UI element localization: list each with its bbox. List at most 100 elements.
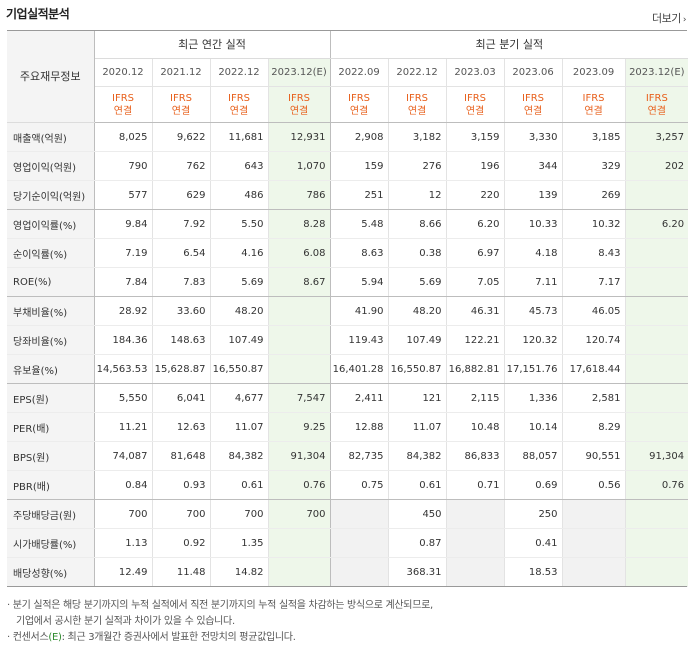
row-label: 영업이익률(%) (7, 209, 95, 239)
row-label: 순이익률(%) (7, 238, 95, 268)
table-cell: 577 (94, 180, 152, 210)
row-label: 매출액(억원) (7, 122, 95, 152)
basis-label: 연결 (647, 105, 667, 117)
table-cell: 9.84 (94, 209, 152, 239)
table-cell (330, 528, 389, 558)
ifrs-basis-header: IFRS 연결 (209, 86, 268, 123)
table-cell: 8.63 (330, 238, 389, 268)
table-cell: 0.61 (209, 470, 268, 500)
table-cell: 3,330 (503, 122, 563, 152)
table-cell: 1.35 (209, 528, 268, 558)
row-label: 주당배당금(원) (7, 499, 95, 529)
table-cell: 11.07 (209, 412, 268, 442)
table-cell (624, 499, 689, 529)
table-row: 당기순이익(억원) 577 629 486 786 251 12 220 139 269 (7, 180, 689, 210)
ifrs-label: IFRS (348, 92, 371, 104)
row-label: PER(배) (7, 412, 95, 442)
table-row: 시가배당률(%) 1.13 0.92 1.35 0.87 0.41 (7, 528, 689, 558)
table-cell: 6.08 (267, 238, 331, 268)
row-label: PBR(배) (7, 470, 95, 500)
table-cell: 3,185 (561, 122, 626, 152)
table-cell (624, 238, 689, 268)
table-cell (624, 383, 689, 413)
table-cell: 276 (387, 151, 447, 181)
table-cell: 33.60 (151, 296, 210, 326)
table-cell: 269 (561, 180, 626, 210)
table-row: 배당성향(%) 12.49 11.48 14.82 368.31 18.53 (7, 557, 689, 587)
basis-label: 연결 (584, 105, 603, 117)
table-cell: 8,025 (94, 122, 152, 152)
table-cell (330, 557, 389, 587)
table-cell: 159 (330, 151, 389, 181)
annual-group-header: 최근 연간 실적 (94, 30, 331, 59)
table-cell (445, 528, 505, 558)
table-cell: 4.16 (209, 238, 268, 268)
table-cell: 762 (151, 151, 210, 181)
footnote-3-text: : 최근 3개월간 증권사에서 발표한 전망치의 평균값입니다. (61, 632, 296, 643)
row-label: 배당성향(%) (7, 557, 95, 587)
table-row: 당좌비율(%) 184.36 148.63 107.49 119.43 107.49 122… (7, 325, 689, 355)
table-cell: 7.92 (151, 209, 210, 239)
table-cell: 5.94 (330, 267, 389, 297)
table-cell: 8.28 (267, 209, 331, 239)
table-cell: 16,401.28 (330, 354, 389, 384)
table-cell: 119.43 (330, 325, 389, 355)
basis-label: 연결 (465, 105, 485, 117)
table-cell: 3,159 (445, 122, 505, 152)
ifrs-basis-header: IFRS 연결 (561, 86, 626, 123)
ifrs-label: IFRS (645, 92, 668, 104)
row-label: EPS(원) (7, 383, 95, 413)
period-header: 2023.06 (503, 58, 563, 87)
more-label: 더보기 (652, 12, 681, 25)
table-cell: 184.36 (94, 325, 152, 355)
period-header: 2023.12(E) (267, 58, 331, 87)
table-cell: 220 (445, 180, 505, 210)
table-cell: 74,087 (94, 441, 152, 471)
table-cell: 121 (387, 383, 447, 413)
row-label: BPS(원) (7, 441, 95, 471)
table-cell: 6.97 (445, 238, 505, 268)
table-row: 주당배당금(원) 700 700 700 700 450 250 (7, 499, 689, 529)
table-cell: 16,882.81 (445, 354, 505, 384)
table-cell: 344 (503, 151, 563, 181)
table-cell: 10.14 (503, 412, 563, 442)
ifrs-basis-header: IFRS 연결 (387, 86, 447, 123)
table-row: 매출액(억원) 8,025 9,622 11,681 12,931 2,908 3,182 3… (7, 122, 689, 152)
table-cell: 12.49 (94, 557, 152, 587)
table-cell: 643 (209, 151, 268, 181)
period-header: 2023.12(E) (624, 58, 689, 87)
period-header: 2022.12 (209, 58, 268, 87)
table-row: BPS(원) 74,087 81,648 84,382 91,304 82,735 84,3… (7, 441, 689, 471)
table-cell: 46.05 (561, 296, 626, 326)
period-header: 2020.12 (94, 58, 152, 87)
table-cell: 5.69 (209, 267, 268, 297)
table-cell: 700 (267, 499, 331, 529)
table-cell: 6.20 (445, 209, 505, 239)
table-cell (267, 354, 331, 384)
table-cell: 0.93 (151, 470, 210, 500)
table-cell: 11,681 (209, 122, 268, 152)
section-title: 기업실적분석 (6, 7, 70, 21)
table-cell: 251 (330, 180, 389, 210)
table-cell (330, 499, 389, 529)
table-cell: 12.63 (151, 412, 210, 442)
table-cell: 28.92 (94, 296, 152, 326)
table-cell: 46.31 (445, 296, 505, 326)
table-cell: 5.48 (330, 209, 389, 239)
row-label: 당좌비율(%) (7, 325, 95, 355)
table-cell: 8.43 (561, 238, 626, 268)
table-cell: 450 (387, 499, 447, 529)
table-cell: 202 (624, 151, 689, 181)
table-cell: 0.87 (387, 528, 447, 558)
table-cell: 486 (209, 180, 268, 210)
table-row: PBR(배) 0.84 0.93 0.61 0.76 0.75 0.61 0.71 0.69 0.… (7, 470, 689, 500)
ifrs-basis-header: IFRS 연결 (94, 86, 152, 123)
more-link[interactable]: 더보기 › (652, 10, 687, 26)
table-cell: 2,908 (330, 122, 389, 152)
ifrs-basis-header: IFRS 연결 (330, 86, 389, 123)
table-cell: 0.76 (624, 470, 689, 500)
table-cell: 786 (267, 180, 331, 210)
table-cell: 48.20 (209, 296, 268, 326)
ifrs-basis-header: IFRS 연결 (503, 86, 563, 123)
table-cell: 0.41 (503, 528, 563, 558)
